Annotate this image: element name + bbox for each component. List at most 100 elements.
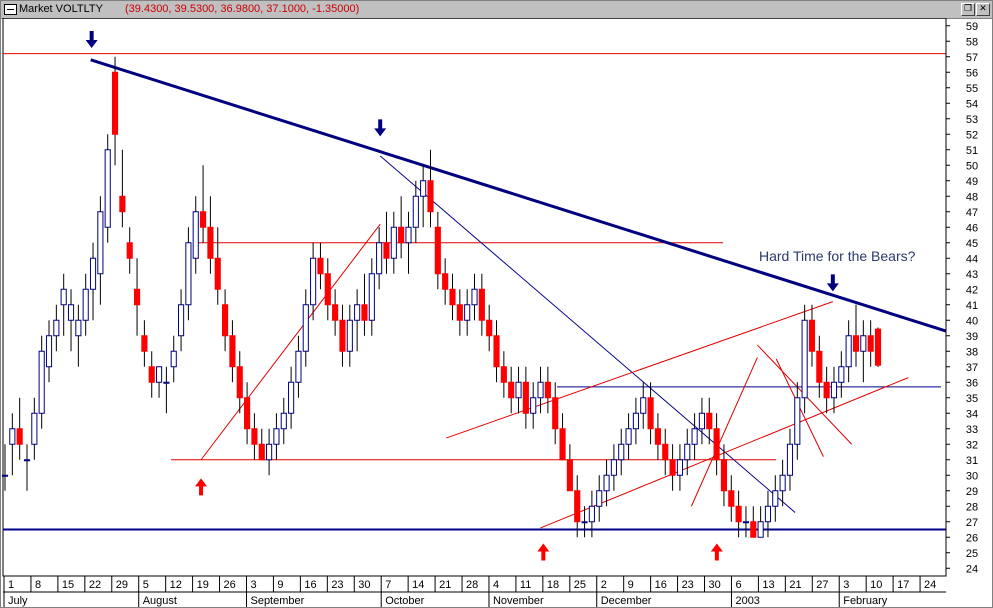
trendline: [200, 223, 381, 461]
candle-body: [735, 505, 742, 523]
y-tick-label: 49: [966, 176, 978, 188]
x-tick-label: 1: [8, 579, 14, 591]
month-label: December: [601, 595, 652, 607]
y-tick-label: 50: [966, 160, 978, 172]
month-label: October: [385, 595, 424, 607]
candle-body: [119, 195, 126, 213]
candle-body: [662, 443, 669, 461]
candle-body: [676, 459, 683, 476]
x-tick-label: 7: [385, 579, 391, 591]
y-tick-label: 42: [966, 284, 978, 296]
restore-button[interactable]: ❐: [961, 3, 975, 16]
candle-body: [111, 71, 119, 135]
trendline: [446, 301, 834, 439]
x-tick-label: 17: [897, 579, 909, 591]
x-tick-label: 10: [870, 579, 882, 591]
y-tick-label: 25: [966, 548, 978, 560]
y-tick-label: 41: [966, 300, 978, 312]
candle-body: [823, 381, 830, 399]
arrow-up-icon: [710, 543, 723, 561]
trendline: [690, 357, 758, 507]
candle-body: [405, 226, 412, 244]
candle-body: [163, 381, 170, 384]
x-tick-label: 27: [816, 579, 828, 591]
candle-body: [603, 474, 610, 492]
candle-body: [728, 490, 735, 507]
candle-body: [706, 412, 713, 430]
candle-body: [273, 428, 280, 445]
candle-body: [860, 335, 867, 352]
candle-body: [581, 521, 588, 524]
candle-body: [222, 304, 229, 337]
y-tick-label: 57: [966, 52, 978, 64]
candle-body: [236, 366, 243, 399]
candle-body: [148, 366, 155, 383]
candle-body: [302, 304, 309, 352]
candle-body: [295, 350, 302, 383]
x-tick-label: 2: [601, 579, 607, 591]
candle-body: [874, 328, 882, 366]
candle-body: [632, 412, 639, 430]
candle-body: [126, 242, 133, 259]
candle-body: [155, 366, 163, 383]
month-label: September: [250, 595, 304, 607]
y-tick-label: 52: [966, 129, 978, 141]
candle-body: [192, 211, 199, 259]
candle-body: [478, 288, 485, 321]
candle-body: [442, 273, 449, 290]
y-tick-label: 40: [966, 315, 978, 327]
candle-body: [794, 397, 801, 445]
candle-body: [618, 443, 625, 461]
candle-body: [640, 397, 647, 414]
candle-body: [845, 335, 852, 368]
candle-body: [280, 412, 287, 430]
x-tick-label: 25: [574, 579, 586, 591]
candle-body: [852, 335, 860, 352]
candle-body: [772, 490, 779, 507]
y-tick-label: 43: [966, 269, 978, 281]
candle-body: [398, 226, 405, 244]
window-menu-icon[interactable]: [4, 4, 17, 15]
y-tick-label: 27: [966, 517, 978, 529]
candle-body: [427, 180, 434, 213]
title-bar[interactable]: Market VOLTLTY (39.4300, 39.5300, 36.980…: [1, 1, 992, 19]
y-tick-label: 48: [966, 191, 978, 203]
y-tick-label: 56: [966, 67, 978, 79]
y-tick-label: 29: [966, 486, 978, 498]
x-tick-label: 9: [628, 579, 634, 591]
x-tick-label: 16: [304, 579, 316, 591]
y-tick-label: 55: [966, 83, 978, 95]
arrow-down-icon: [826, 274, 839, 292]
candle-body: [229, 335, 236, 368]
y-tick-label: 53: [966, 114, 978, 126]
candle-body: [647, 397, 654, 430]
arrow-down-icon: [374, 119, 387, 137]
candle-body: [170, 350, 177, 368]
price-chart[interactable]: 2425262728293031323334353637383940414243…: [1, 18, 992, 607]
candle-body: [544, 381, 551, 399]
candle-body: [486, 319, 493, 337]
y-tick-label: 46: [966, 222, 978, 234]
candle-body: [67, 304, 75, 321]
candle-body: [361, 304, 368, 321]
candle-body: [808, 319, 816, 352]
x-tick-label: 19: [197, 579, 209, 591]
candle-body: [816, 350, 823, 383]
y-tick-label: 32: [966, 439, 978, 451]
ohlc-readout: (39.4300, 39.5300, 36.9800, 37.1000, -1.…: [125, 3, 360, 15]
arrow-down-icon: [85, 31, 98, 48]
candle-body: [354, 304, 361, 321]
x-tick-label: 24: [924, 579, 936, 591]
candle-body: [332, 304, 339, 321]
candle-body: [757, 521, 764, 538]
y-tick-label: 37: [966, 362, 978, 374]
x-tick-label: 3: [250, 579, 256, 591]
x-tick-label: 30: [358, 579, 370, 591]
y-tick-label: 36: [966, 377, 978, 389]
candle-body: [266, 443, 273, 461]
x-tick-label: 5: [143, 579, 149, 591]
candle-body: [515, 381, 522, 399]
candle-body: [552, 397, 559, 430]
candle-body: [45, 335, 53, 368]
close-button[interactable]: ✕: [976, 3, 990, 16]
